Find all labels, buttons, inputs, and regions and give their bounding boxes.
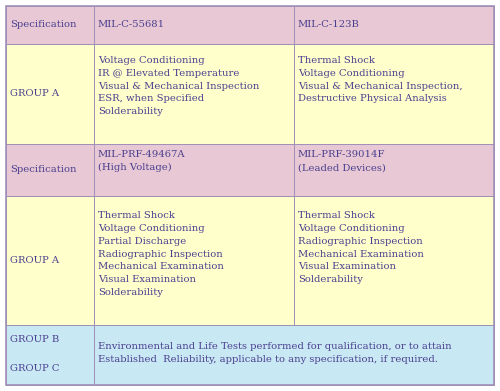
Bar [94,44,294,144]
Bar [6,196,94,325]
Bar [294,44,494,144]
Text: GROUP A: GROUP A [10,90,59,99]
Bar [6,44,94,144]
Text: GROUP C: GROUP C [10,364,59,373]
Text: MIL-C-55681: MIL-C-55681 [98,20,165,29]
Bar [294,6,494,44]
Bar [6,325,94,385]
Bar [94,196,294,325]
Bar [94,325,494,385]
Bar [94,6,294,44]
Text: Thermal Shock
Voltage Conditioning
Visual & Mechanical Inspection,
Destructive P: Thermal Shock Voltage Conditioning Visua… [298,56,462,103]
Text: Environmental and Life Tests performed for qualification, or to attain
Establish: Environmental and Life Tests performed f… [98,342,452,364]
Bar [6,144,94,196]
Bar [294,196,494,325]
Text: Specification: Specification [10,20,76,29]
Bar [294,144,494,196]
Text: Thermal Shock
Voltage Conditioning
Partial Discharge
Radiographic Inspection
Mec: Thermal Shock Voltage Conditioning Parti… [98,211,224,297]
Text: MIL-PRF-39014F
(Leaded Devices): MIL-PRF-39014F (Leaded Devices) [298,151,386,172]
Text: Voltage Conditioning
IR @ Elevated Temperature
Visual & Mechanical Inspection
ES: Voltage Conditioning IR @ Elevated Tempe… [98,56,259,116]
Bar [94,144,294,196]
Text: GROUP A: GROUP A [10,256,59,265]
Text: Thermal Shock
Voltage Conditioning
Radiographic Inspection
Mechanical Examinatio: Thermal Shock Voltage Conditioning Radio… [298,211,424,284]
Text: GROUP B: GROUP B [10,335,59,344]
Text: MIL-PRF-49467A
(High Voltage): MIL-PRF-49467A (High Voltage) [98,151,186,172]
Text: MIL-C-123B: MIL-C-123B [298,20,360,29]
Bar [6,6,94,44]
Text: Specification: Specification [10,165,76,174]
